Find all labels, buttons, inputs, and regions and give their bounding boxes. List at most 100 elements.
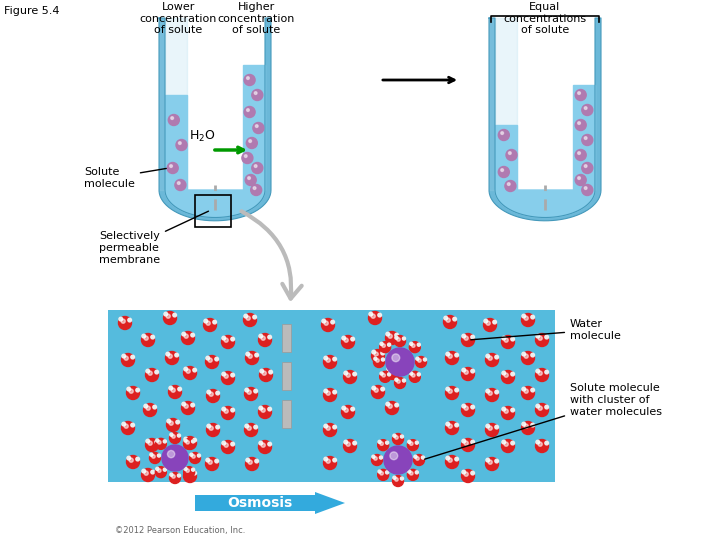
Circle shape — [455, 423, 459, 427]
Circle shape — [131, 423, 135, 427]
Circle shape — [444, 316, 448, 320]
Circle shape — [446, 352, 449, 356]
Bar — [282, 400, 292, 428]
Circle shape — [333, 357, 336, 361]
Circle shape — [536, 334, 549, 347]
Circle shape — [168, 450, 175, 458]
Circle shape — [410, 372, 413, 375]
Circle shape — [170, 165, 172, 167]
Circle shape — [222, 372, 235, 384]
Circle shape — [175, 179, 186, 191]
Circle shape — [374, 356, 384, 368]
Circle shape — [136, 388, 140, 392]
Circle shape — [169, 433, 181, 443]
Circle shape — [268, 407, 271, 411]
Circle shape — [184, 467, 194, 478]
Circle shape — [390, 452, 397, 460]
Circle shape — [393, 434, 396, 437]
Text: Equal
concentrations
of solute: Equal concentrations of solute — [503, 2, 587, 35]
Circle shape — [153, 405, 156, 409]
Circle shape — [184, 439, 187, 442]
Circle shape — [372, 350, 376, 354]
Circle shape — [184, 367, 197, 380]
Circle shape — [462, 403, 474, 416]
Circle shape — [213, 320, 217, 324]
Circle shape — [186, 472, 190, 476]
Circle shape — [243, 314, 256, 327]
Circle shape — [184, 436, 197, 449]
Circle shape — [396, 368, 400, 372]
Circle shape — [415, 471, 418, 474]
Circle shape — [122, 422, 125, 426]
Circle shape — [493, 320, 497, 324]
Circle shape — [508, 183, 510, 185]
Circle shape — [248, 177, 251, 179]
Circle shape — [380, 471, 383, 475]
Circle shape — [224, 443, 228, 447]
Circle shape — [378, 470, 381, 473]
Circle shape — [374, 457, 377, 460]
Circle shape — [471, 405, 474, 409]
Circle shape — [584, 137, 587, 139]
Circle shape — [255, 353, 258, 357]
Circle shape — [251, 185, 261, 195]
Circle shape — [488, 426, 492, 430]
Circle shape — [155, 440, 158, 444]
Circle shape — [484, 319, 497, 332]
Circle shape — [261, 443, 265, 447]
Circle shape — [521, 352, 534, 365]
Circle shape — [245, 388, 258, 401]
Circle shape — [222, 407, 225, 411]
Circle shape — [222, 372, 225, 376]
Circle shape — [584, 187, 587, 190]
Circle shape — [582, 163, 593, 173]
Circle shape — [584, 165, 587, 167]
Circle shape — [380, 442, 383, 446]
Circle shape — [323, 423, 336, 436]
Circle shape — [462, 368, 466, 372]
Circle shape — [342, 336, 346, 340]
Circle shape — [186, 369, 190, 373]
Circle shape — [344, 408, 348, 412]
Circle shape — [410, 442, 413, 446]
Circle shape — [162, 445, 188, 471]
Circle shape — [511, 338, 515, 341]
Circle shape — [128, 318, 132, 322]
Circle shape — [531, 353, 534, 357]
Circle shape — [408, 470, 411, 473]
Circle shape — [166, 352, 170, 356]
Circle shape — [121, 319, 125, 323]
Circle shape — [386, 441, 389, 444]
Circle shape — [455, 388, 459, 392]
Circle shape — [448, 354, 452, 358]
Polygon shape — [165, 190, 265, 218]
Circle shape — [152, 455, 156, 458]
Circle shape — [582, 134, 593, 145]
Circle shape — [119, 316, 132, 329]
Circle shape — [231, 442, 235, 446]
Circle shape — [246, 352, 250, 356]
Circle shape — [485, 354, 498, 367]
Circle shape — [182, 402, 186, 406]
Circle shape — [577, 177, 580, 179]
Circle shape — [395, 378, 398, 381]
Circle shape — [254, 389, 258, 393]
Bar — [108, 310, 555, 482]
Circle shape — [462, 438, 474, 451]
Circle shape — [501, 168, 503, 172]
Circle shape — [248, 354, 252, 358]
Circle shape — [129, 389, 133, 393]
Circle shape — [156, 439, 159, 442]
Circle shape — [206, 321, 210, 325]
Circle shape — [369, 312, 372, 316]
Circle shape — [181, 332, 194, 345]
Circle shape — [393, 476, 396, 479]
Circle shape — [168, 114, 179, 125]
Circle shape — [502, 440, 505, 444]
Circle shape — [208, 460, 212, 464]
Circle shape — [150, 453, 161, 463]
Circle shape — [504, 442, 508, 446]
Circle shape — [372, 386, 376, 390]
Circle shape — [385, 402, 398, 415]
Circle shape — [171, 435, 175, 438]
